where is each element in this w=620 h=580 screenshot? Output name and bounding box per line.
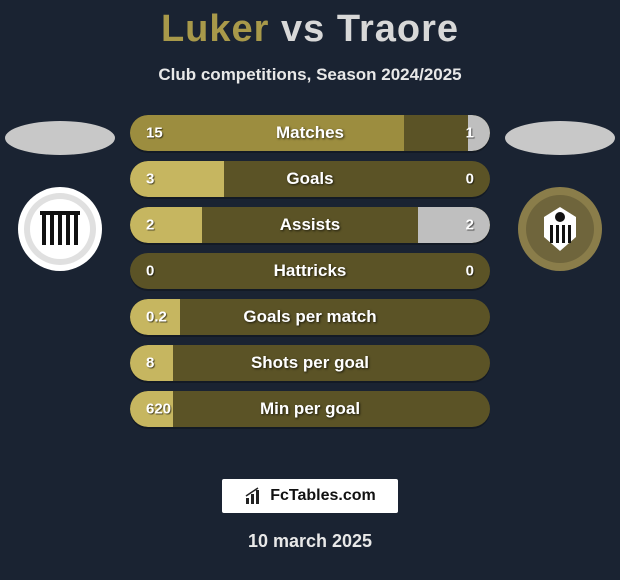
player2-avatar — [505, 121, 615, 155]
stat-label: Goals per match — [130, 307, 490, 327]
player2-crest — [518, 187, 602, 271]
chart-icon — [244, 486, 264, 506]
player2-side — [500, 115, 620, 271]
stat-label: Min per goal — [130, 399, 490, 419]
date-text: 10 march 2025 — [0, 531, 620, 552]
stat-row: 0.2Goals per match — [130, 299, 490, 335]
stat-row: 151Matches — [130, 115, 490, 151]
comparison-title: Luker vs Traore — [0, 0, 620, 51]
stat-label: Goals — [130, 169, 490, 189]
subtitle: Club competitions, Season 2024/2025 — [0, 65, 620, 85]
stat-row: 00Hattricks — [130, 253, 490, 289]
vs-text: vs — [281, 8, 325, 50]
stat-label: Shots per goal — [130, 353, 490, 373]
stat-label: Matches — [130, 123, 490, 143]
player1-crest — [18, 187, 102, 271]
player1-avatar — [5, 121, 115, 155]
stat-row: 8Shots per goal — [130, 345, 490, 381]
comparison-panel: 151Matches 30Goals 22Assists 00Hattricks 0.2… — [0, 115, 620, 445]
player1-name: Luker — [161, 8, 269, 50]
stat-row: 620Min per goal — [130, 391, 490, 427]
footer-logo: FcTables.com — [222, 479, 398, 513]
stat-row: 30Goals — [130, 161, 490, 197]
footer-logo-text: FcTables.com — [270, 487, 376, 505]
player1-side — [0, 115, 120, 271]
stat-row: 22Assists — [130, 207, 490, 243]
stat-label: Hattricks — [130, 261, 490, 281]
player2-name: Traore — [337, 8, 459, 50]
stat-bars: 151Matches 30Goals 22Assists 00Hattricks 0.2… — [130, 115, 490, 437]
stat-label: Assists — [130, 215, 490, 235]
